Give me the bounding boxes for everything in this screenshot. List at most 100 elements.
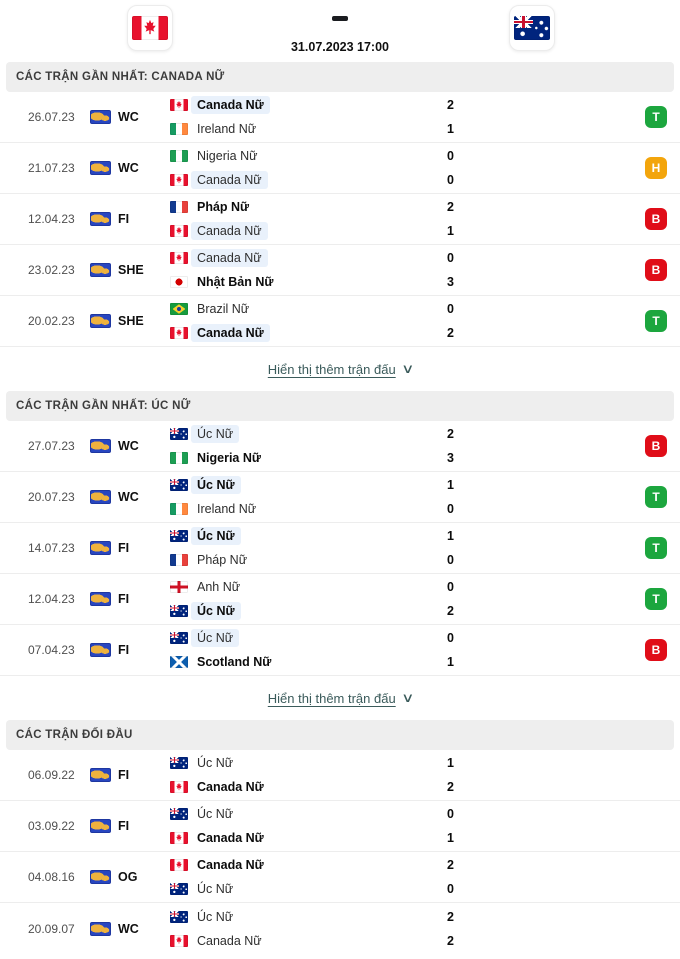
team-name: Úc Nữ — [197, 756, 234, 770]
world-map-icon — [90, 161, 111, 175]
result-badge: T — [645, 310, 667, 332]
away-team-line: Canada Nữ 0 — [170, 170, 645, 190]
team-name-cell: Nigeria Nữ — [197, 147, 447, 165]
competition: FI — [90, 212, 170, 226]
team-name-cell: Nhật Bản Nữ — [197, 273, 447, 291]
world-map-icon — [90, 490, 111, 504]
competition: FI — [90, 592, 170, 606]
match-row[interactable]: 12.04.23 FI Pháp Nữ 2 Canada Nữ 1 B — [0, 194, 680, 245]
away-team-line: Scotland Nữ 1 — [170, 652, 645, 672]
match-date: 04.08.16 — [28, 870, 75, 884]
team-flag-icon — [170, 99, 188, 111]
team-score: 0 — [447, 302, 454, 316]
match-date: 20.09.07 — [28, 921, 75, 936]
team-score: 1 — [447, 655, 454, 669]
match-date: 07.04.23 — [28, 643, 75, 657]
competition-code: WC — [118, 161, 139, 175]
match-row[interactable]: 20.02.23 SHE Brazil Nữ 0 Canada Nữ 2 T — [0, 296, 680, 347]
competition-code: WC — [118, 439, 139, 453]
competition-code: FI — [118, 541, 130, 555]
home-team-line: Anh Nữ 0 — [170, 577, 645, 597]
match-row[interactable]: 21.07.23 WC Nigeria Nữ 0 Canada Nữ 0 H — [0, 143, 680, 194]
team-name-cell: Canada Nữ — [191, 324, 447, 342]
home-team-line: Úc Nữ 2 — [170, 907, 645, 927]
team-flag-icon — [170, 656, 188, 668]
competition-code: FI — [118, 212, 130, 226]
team-name-cell: Ireland Nữ — [197, 500, 447, 518]
show-more-link[interactable]: Hiển thị thêm trận đấu — [267, 361, 396, 377]
team-score: 0 — [447, 807, 454, 821]
team-score: 0 — [447, 251, 454, 265]
match-teams: Nigeria Nữ 0 Canada Nữ 0 — [170, 146, 645, 190]
result-badge: T — [645, 588, 667, 610]
home-team-line: Úc Nữ 1 — [170, 526, 645, 546]
competition: OG — [90, 870, 170, 884]
match-row[interactable]: 06.09.22 FI Úc Nữ 1 Canada Nữ 2 — [0, 750, 680, 801]
match-row[interactable]: 26.07.23 WC Canada Nữ 2 Ireland Nữ 1 T — [0, 92, 680, 143]
team-name-cell: Brazil Nữ — [197, 300, 447, 318]
competition-code: FI — [118, 819, 130, 833]
team-flag-icon — [170, 276, 188, 288]
home-team-line: Canada Nữ 2 — [170, 95, 645, 115]
match-date: 27.07.23 — [28, 439, 75, 453]
match-teams: Úc Nữ 2 Nigeria Nữ 3 — [170, 424, 645, 468]
kickoff-datetime: 31.07.2023 17:00 — [290, 40, 389, 54]
home-team-line: Úc Nữ 1 — [170, 753, 645, 773]
chevron-down-icon: ∨ — [400, 361, 415, 376]
match-row[interactable]: 20.09.07 WC Úc Nữ 2 Canada Nữ 2 — [0, 903, 680, 954]
competition-code: WC — [118, 490, 139, 504]
competition: FI — [90, 643, 170, 657]
match-row[interactable]: 23.02.23 SHE Canada Nữ 0 Nhật Bản Nữ 3 B — [0, 245, 680, 296]
home-team-line: Canada Nữ 0 — [170, 248, 645, 268]
match-row[interactable]: 14.07.23 FI Úc Nữ 1 Pháp Nữ 0 T — [0, 523, 680, 574]
match-row[interactable]: 03.09.22 FI Úc Nữ 0 Canada Nữ 1 — [0, 801, 680, 852]
team-name: Úc Nữ — [191, 425, 240, 443]
match-row[interactable]: 12.04.23 FI Anh Nữ 0 Úc Nữ 2 T — [0, 574, 680, 625]
team-name: Nhật Bản Nữ — [197, 275, 274, 289]
team-flag-icon — [170, 781, 188, 793]
chevron-down-icon: ∨ — [400, 690, 415, 705]
team-name: Úc Nữ — [197, 882, 234, 896]
away-team-line: Canada Nữ 2 — [170, 323, 645, 343]
match-teams: Úc Nữ 1 Pháp Nữ 0 — [170, 526, 645, 570]
team-name: Canada Nữ — [197, 933, 262, 948]
team-score: 0 — [447, 502, 454, 516]
world-map-icon — [90, 921, 111, 936]
match-date: 26.07.23 — [28, 110, 75, 124]
team-flag-icon — [170, 757, 188, 769]
competition-code: FI — [118, 768, 130, 782]
team-name-cell: Canada Nữ — [197, 778, 447, 796]
match-teams: Anh Nữ 0 Úc Nữ 2 — [170, 577, 645, 621]
match-row[interactable]: 07.04.23 FI Úc Nữ 0 Scotland Nữ 1 B — [0, 625, 680, 676]
team-score: 2 — [447, 858, 454, 872]
team-flag-icon — [170, 150, 188, 162]
match-header: 31.07.2023 17:00 — [0, 0, 680, 62]
team-flag-icon — [170, 503, 188, 515]
competition: SHE — [90, 314, 170, 328]
team-score: 0 — [447, 173, 454, 187]
competition: FI — [90, 819, 170, 833]
team-name-cell: Canada Nữ — [191, 222, 447, 240]
competition-code: SHE — [118, 314, 144, 328]
match-row[interactable]: 20.07.23 WC Úc Nữ 1 Ireland Nữ 0 T — [0, 472, 680, 523]
team-score: 1 — [447, 478, 454, 492]
competition: WC — [90, 110, 170, 124]
show-more-link[interactable]: Hiển thị thêm trận đấu — [267, 690, 396, 706]
match-row[interactable]: 27.07.23 WC Úc Nữ 2 Nigeria Nữ 3 B — [0, 421, 680, 472]
result-badge: T — [645, 486, 667, 508]
team-score: 0 — [447, 882, 454, 896]
team-name: Ireland Nữ — [197, 502, 257, 516]
match-teams: Úc Nữ 0 Canada Nữ 1 — [170, 804, 645, 848]
match-teams: Úc Nữ 1 Ireland Nữ 0 — [170, 475, 645, 519]
match-date: 12.04.23 — [28, 212, 75, 226]
team-name-cell: Canada Nữ — [191, 171, 447, 189]
match-row[interactable]: 04.08.16 OG Canada Nữ 2 Úc Nữ 0 — [0, 852, 680, 903]
competition-code: SHE — [118, 263, 144, 277]
team-flag-icon — [170, 632, 188, 644]
team-score: 0 — [447, 149, 454, 163]
show-more-row: Hiển thị thêm trận đấu ∨ — [0, 347, 680, 391]
team-name-cell: Pháp Nữ — [197, 198, 447, 216]
team-name: Canada Nữ — [191, 222, 268, 240]
team-flag-icon — [170, 859, 188, 871]
team-name: Úc Nữ — [191, 476, 241, 494]
